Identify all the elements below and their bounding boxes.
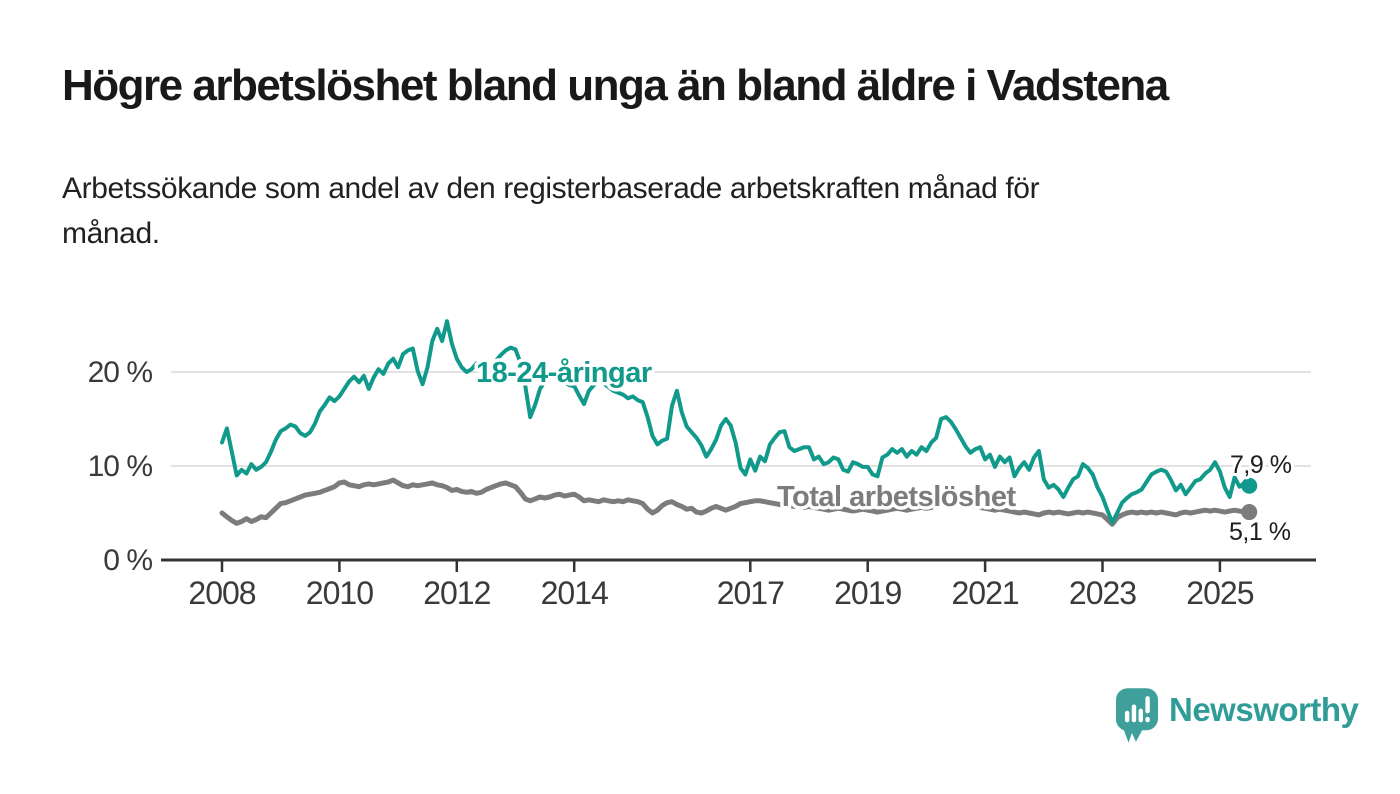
y-axis-tick-label: 0 % [103,544,152,577]
page-title: Högre arbetslöshet bland unga än bland ä… [62,61,1169,110]
series-label: 18-24-åringar [476,357,652,389]
newsworthy-logo: Newsworthy [1116,688,1359,743]
series-line-total-arbetsl-shet [219,477,1252,527]
page-subtitle: Arbetssökande som andel av den registerb… [62,166,1282,256]
series-label: Total arbetslöshet [777,481,1016,513]
subtitle-line-2: månad. [62,217,160,250]
x-axis-tick-label: 2019 [834,575,901,611]
y-axis-tick-label: 20 % [88,356,153,389]
x-axis-tick-label: 2025 [1186,575,1253,611]
x-axis-tick-label: 2023 [1069,575,1136,611]
subtitle-line-1: Arbetssökande som andel av den registerb… [62,172,1040,205]
series-end-value-label: 5,1 % [1229,518,1291,546]
series-end-value-label: 7,9 % [1230,451,1292,479]
y-axis-tick-label: 10 % [88,450,153,483]
series-line-18-24-ringar [220,319,1252,525]
x-axis-tick-label: 2010 [306,575,373,611]
x-axis-tick-label: 2021 [952,575,1019,611]
newsworthy-logo-text: Newsworthy [1169,691,1359,728]
series-end-dot [1241,504,1258,521]
x-axis-tick-label: 2008 [188,575,255,611]
x-axis-tick-label: 2012 [423,575,490,611]
x-axis-tick-label: 2014 [541,575,608,611]
series-end-dot [1241,477,1258,494]
x-axis-tick-label: 2017 [717,575,784,611]
newsworthy-logo-icon [1116,688,1158,743]
